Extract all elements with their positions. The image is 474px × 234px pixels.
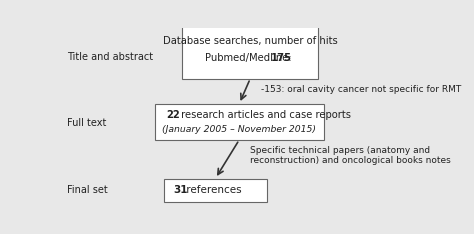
Text: 22: 22: [166, 110, 180, 120]
Text: Full text: Full text: [66, 118, 106, 128]
FancyArrowPatch shape: [218, 142, 238, 175]
FancyBboxPatch shape: [164, 179, 267, 202]
Text: Specific technical papers (anatomy and
reconstruction) and oncological books not: Specific technical papers (anatomy and r…: [250, 146, 451, 165]
Text: Database searches, number of hits: Database searches, number of hits: [163, 36, 337, 46]
FancyArrowPatch shape: [241, 81, 249, 99]
Text: references: references: [183, 185, 242, 195]
Text: 175: 175: [271, 53, 292, 63]
Text: 31: 31: [173, 185, 188, 195]
Text: Final set: Final set: [66, 185, 107, 195]
Text: -153: oral cavity cancer not specific for RMT: -153: oral cavity cancer not specific fo…: [261, 85, 462, 94]
Text: research articles and case reports: research articles and case reports: [178, 110, 351, 120]
FancyBboxPatch shape: [182, 21, 318, 79]
Text: (January 2005 – November 2015): (January 2005 – November 2015): [162, 125, 316, 134]
Text: Title and abstract: Title and abstract: [66, 52, 153, 62]
Text: Pubmed/Medline:: Pubmed/Medline:: [205, 53, 295, 63]
FancyBboxPatch shape: [155, 104, 324, 140]
